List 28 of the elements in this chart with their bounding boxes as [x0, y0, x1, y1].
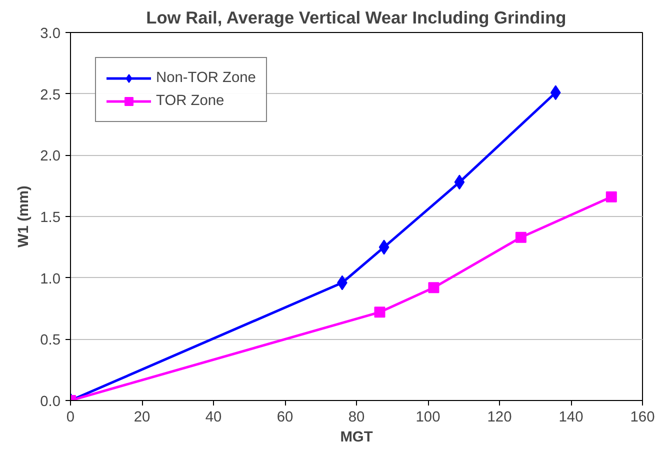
x-tick-label: 0 [66, 410, 75, 426]
chart-title: Low Rail, Average Vertical Wear Including Grinding [146, 8, 566, 28]
y-tick-label: 1.0 [40, 271, 60, 288]
legend-label: Non-TOR Zone [156, 70, 256, 86]
x-tick-label: 60 [276, 410, 294, 426]
x-tick-label: 140 [558, 410, 584, 426]
x-tick-label: 100 [416, 410, 440, 426]
x-axis-title: MGT [340, 430, 373, 446]
y-tick-label: 2.5 [40, 87, 60, 104]
y-tick-label: 1.5 [40, 210, 60, 226]
y-tick-label: 3.0 [40, 26, 60, 42]
y-axis-title: W1 (mm) [16, 185, 32, 248]
point [428, 282, 440, 294]
y-tick-label: 2.0 [40, 148, 60, 165]
point [515, 232, 526, 243]
point [454, 174, 465, 190]
legend-label: TOR Zone [156, 93, 224, 109]
x-tick-label: 20 [134, 410, 150, 426]
point [606, 191, 617, 202]
x-tick-label: 80 [348, 410, 365, 426]
point [550, 85, 561, 100]
y-tick-label: 0.0 [40, 394, 60, 410]
x-tick-label: 40 [205, 410, 222, 426]
y-tick-label: 0.5 [40, 332, 60, 349]
point [374, 306, 386, 318]
x-tick-label: 160 [630, 410, 655, 426]
x-tick-label: 120 [487, 410, 512, 426]
point [378, 240, 390, 255]
